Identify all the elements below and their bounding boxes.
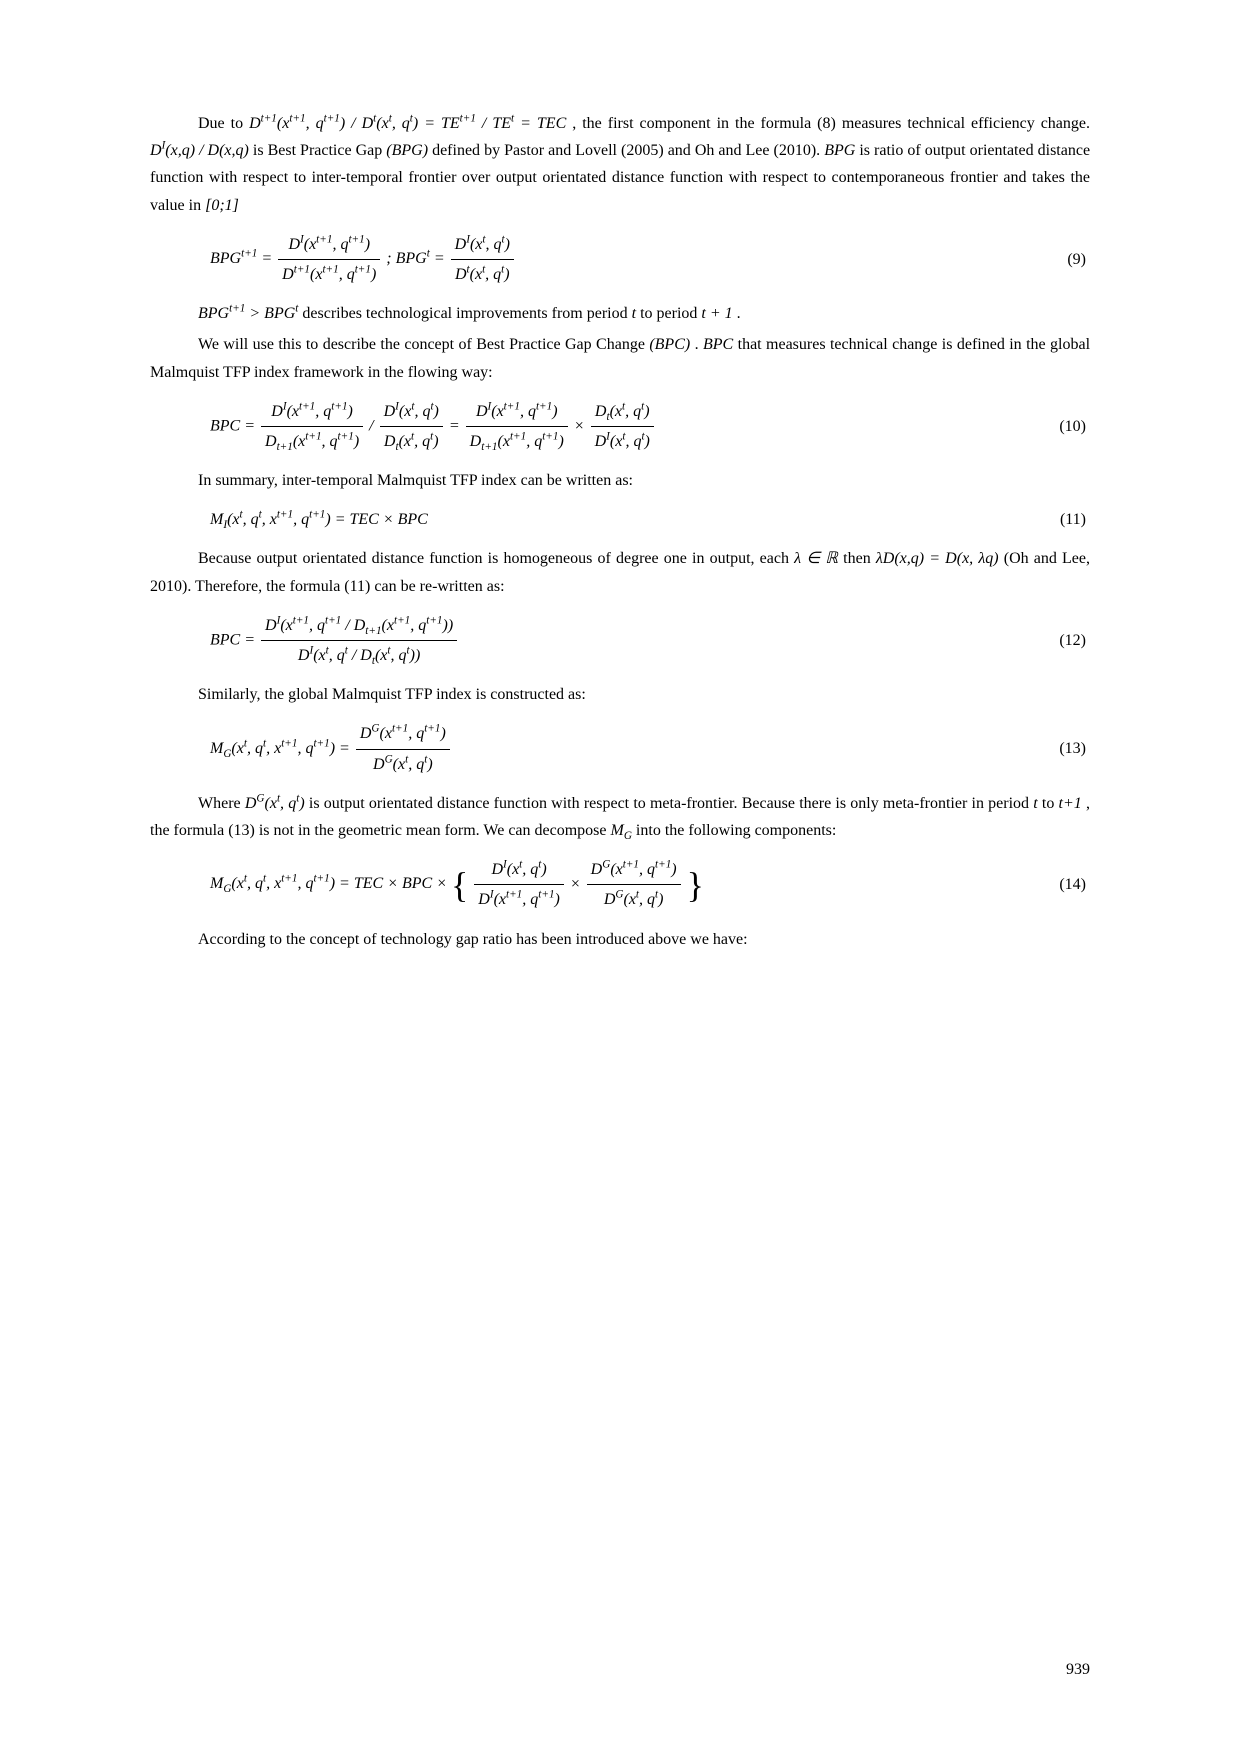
t: describes technological improvements fro… bbox=[302, 305, 631, 322]
t: . bbox=[737, 305, 741, 322]
t: Due to bbox=[198, 115, 249, 132]
bpg-abbr: (BPG) bbox=[386, 142, 428, 159]
t: then bbox=[843, 550, 876, 567]
t1-period: t + 1 bbox=[701, 305, 732, 322]
lhs: BPC = bbox=[210, 631, 259, 648]
lambda-eq: λD(x,q) = D(x, λq) bbox=[876, 550, 999, 567]
bpg-term: BPG bbox=[824, 142, 855, 159]
sep: ; BPGt = bbox=[386, 250, 448, 267]
math-bpg-ratio: DI(x,q) / D(x,q) bbox=[150, 142, 249, 159]
equation-13: MG(xt, qt, xt+1, qt+1) = DG(xt+1, qt+1)D… bbox=[150, 720, 1090, 777]
t: to period bbox=[640, 305, 701, 322]
para-global: Similarly, the global Malmquist TFP inde… bbox=[150, 681, 1090, 708]
equation-14: MG(xt, qt, xt+1, qt+1) = TEC × BPC × { D… bbox=[150, 856, 1090, 913]
para-intro: Due to Dt+1(xt+1, qt+1) / Dt(xt, qt) = T… bbox=[150, 110, 1090, 219]
t: defined by Pastor and Lovell (2005) and … bbox=[432, 142, 824, 159]
math-bpg-ineq: BPGt+1 > BPGt bbox=[198, 305, 298, 322]
t: Because output orientated distance funct… bbox=[198, 550, 794, 567]
page-number: 939 bbox=[1066, 1656, 1090, 1683]
equation-11: MI(xt, qt, xt+1, qt+1) = TEC × BPC (11) bbox=[150, 506, 1090, 533]
para-homogeneous: Because output orientated distance funct… bbox=[150, 545, 1090, 599]
period-t: t bbox=[1033, 795, 1037, 812]
t: to bbox=[1042, 795, 1059, 812]
t: , the first component in the formula (8)… bbox=[572, 115, 1090, 132]
t: . bbox=[695, 336, 703, 353]
equation-12: BPC = DI(xt+1, qt+1 / Dt+1(xt+1, qt+1))D… bbox=[150, 612, 1090, 669]
lhs: BPGt+1 = bbox=[210, 250, 276, 267]
bpc-abbr: (BPC) bbox=[649, 336, 690, 353]
t: is output orientated distance function w… bbox=[309, 795, 1033, 812]
para-tgr: According to the concept of technology g… bbox=[150, 926, 1090, 953]
t: is Best Practice Gap bbox=[253, 142, 386, 159]
para-summary: In summary, inter-temporal Malmquist TFP… bbox=[150, 467, 1090, 494]
lhs: BPC = bbox=[210, 417, 259, 434]
period-t1: t+1 bbox=[1059, 795, 1082, 812]
interval: [0;1] bbox=[205, 197, 239, 214]
eq-number: (12) bbox=[1026, 627, 1090, 654]
para-bpg-ineq: BPGt+1 > BPGt describes technological im… bbox=[150, 300, 1090, 327]
brace-right-icon: } bbox=[687, 867, 704, 903]
para-meta-frontier: Where DG(xt, qt) is output orientated di… bbox=[150, 790, 1090, 844]
eq-number: (9) bbox=[1026, 246, 1090, 273]
t: into the following components: bbox=[636, 822, 836, 839]
t: Where bbox=[198, 795, 245, 812]
eq-number: (11) bbox=[1026, 506, 1090, 533]
bpc-term: BPC bbox=[703, 336, 733, 353]
lambda-in: λ ∈ ℝ bbox=[794, 550, 838, 567]
math-tec: Dt+1(xt+1, qt+1) / Dt(xt, qt) = TEt+1 / … bbox=[249, 115, 566, 132]
para-bpc: We will use this to describe the concept… bbox=[150, 331, 1090, 385]
brace-left-icon: { bbox=[451, 867, 468, 903]
equation-10: BPC = DI(xt+1, qt+1)Dt+1(xt+1, qt+1) / D… bbox=[150, 398, 1090, 455]
mg-sym: MG bbox=[611, 822, 632, 839]
eq-number: (10) bbox=[1026, 413, 1090, 440]
t-period: t bbox=[632, 305, 636, 322]
eq-number: (13) bbox=[1026, 735, 1090, 762]
equation-9: BPGt+1 = DI(xt+1, qt+1)Dt+1(xt+1, qt+1) … bbox=[150, 231, 1090, 288]
lhs: MG(xt, qt, xt+1, qt+1) = bbox=[210, 740, 354, 757]
dg-func: DG(xt, qt) bbox=[245, 795, 305, 812]
lhs: MG(xt, qt, xt+1, qt+1) = TEC × BPC × bbox=[210, 875, 451, 892]
t: We will use this to describe the concept… bbox=[198, 336, 649, 353]
eq-number: (14) bbox=[1026, 871, 1090, 898]
